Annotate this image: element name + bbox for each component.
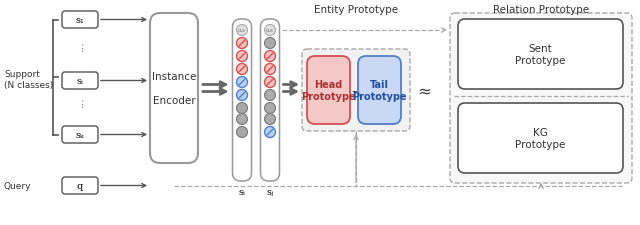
Text: KG
Prototype: KG Prototype [515,128,566,149]
Circle shape [264,77,275,88]
Circle shape [264,51,275,62]
Text: q: q [77,181,83,190]
Text: ≈: ≈ [417,82,431,99]
Circle shape [237,51,248,62]
Text: sₖ: sₖ [76,130,84,139]
FancyBboxPatch shape [62,177,98,194]
Circle shape [237,38,248,49]
Text: sᵢ: sᵢ [239,188,245,197]
FancyBboxPatch shape [260,20,280,181]
FancyBboxPatch shape [62,126,98,143]
Text: Tail
Prototype: Tail Prototype [352,80,407,101]
FancyBboxPatch shape [150,14,198,163]
Circle shape [264,103,275,114]
Circle shape [264,64,275,75]
Text: Instance

Encoder: Instance Encoder [152,72,196,105]
Text: ...: ... [75,96,85,107]
Circle shape [264,25,275,36]
FancyBboxPatch shape [62,73,98,90]
Circle shape [237,64,248,75]
Text: sⱼ: sⱼ [266,188,274,197]
Text: s₁: s₁ [76,16,84,25]
Circle shape [237,90,248,101]
Circle shape [237,127,248,138]
Text: CLS: CLS [266,29,274,33]
FancyBboxPatch shape [358,57,401,124]
Circle shape [237,25,248,36]
Circle shape [237,103,248,114]
Text: -: - [351,83,356,98]
Circle shape [237,114,248,125]
Text: Query: Query [4,181,31,190]
Text: Support
(N classes): Support (N classes) [4,70,53,89]
Circle shape [264,90,275,101]
Circle shape [264,114,275,125]
Text: sᵢ: sᵢ [77,77,83,86]
Text: ...: ... [75,40,85,51]
Text: Head
Prototype: Head Prototype [301,80,356,101]
Text: Entity Prototype: Entity Prototype [314,5,398,15]
FancyBboxPatch shape [450,14,632,183]
Circle shape [264,127,275,138]
FancyBboxPatch shape [458,20,623,90]
FancyBboxPatch shape [232,20,252,181]
FancyBboxPatch shape [458,104,623,173]
FancyBboxPatch shape [62,12,98,29]
Text: Relation Prototype: Relation Prototype [493,5,589,15]
Text: CLS: CLS [238,29,246,33]
FancyBboxPatch shape [307,57,350,124]
Text: Sent
Prototype: Sent Prototype [515,44,566,65]
Circle shape [264,38,275,49]
FancyBboxPatch shape [302,50,410,131]
Circle shape [237,77,248,88]
